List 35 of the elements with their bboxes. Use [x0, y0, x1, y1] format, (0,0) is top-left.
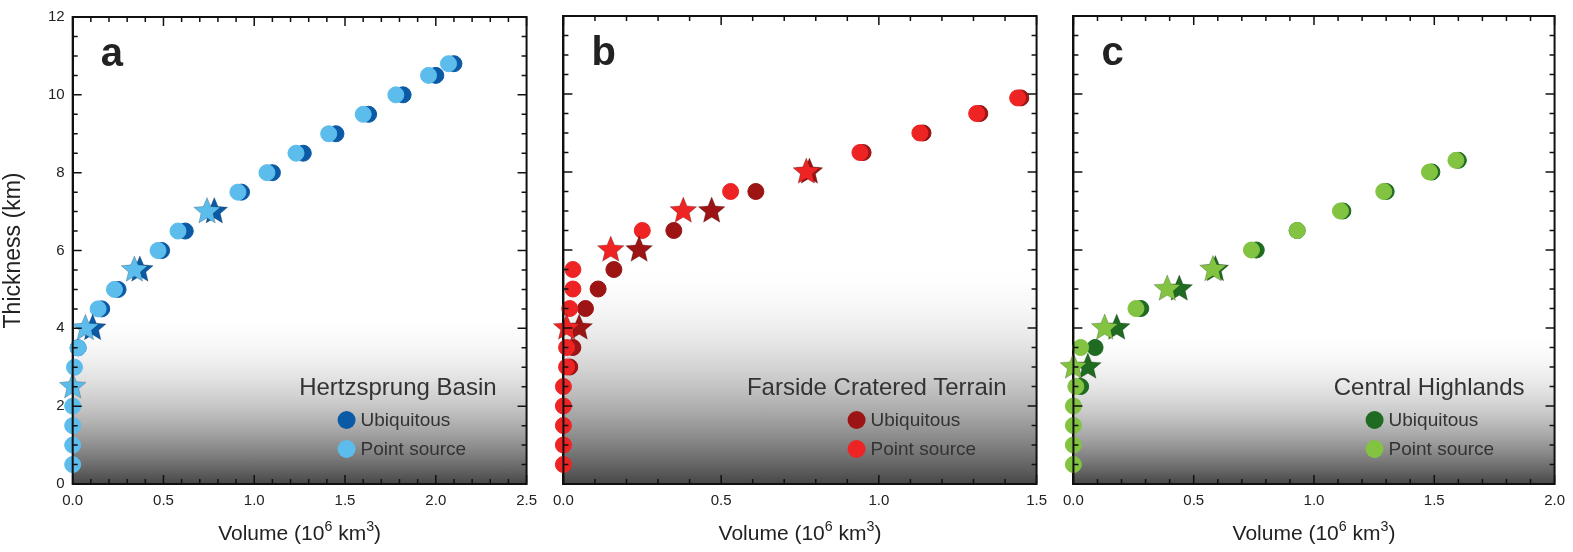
x-tick-label: 2.0 [425, 491, 447, 509]
x-tick-label: 1.0 [1303, 491, 1325, 509]
legend-label: Ubiquitous [360, 409, 451, 431]
x-tick-label: 1.5 [334, 491, 356, 509]
y-tick-label: 8 [56, 162, 65, 180]
legend-title: Central Highlands [1333, 372, 1525, 400]
x-tick-label: 0.0 [1063, 491, 1084, 509]
annotation: c [1101, 29, 1124, 74]
legend-label: Ubiquitous [870, 409, 961, 431]
x-tick-label: 0.0 [553, 491, 574, 509]
x-tick-label: 2.5 [516, 491, 537, 509]
y-tick-label: 0 [56, 474, 65, 492]
x-tick-label: 0.5 [1183, 491, 1205, 509]
x-tick-label: 2.0 [1544, 491, 1565, 509]
y-tick-label: 12 [48, 7, 65, 25]
x-tick-label: 1.5 [1423, 491, 1445, 509]
legend-label: Point source [360, 438, 467, 460]
y-tick-label: 4 [56, 318, 65, 336]
x-tick-label: 1.0 [868, 491, 890, 509]
annotation: b [591, 29, 616, 74]
x-tick-label: 0.5 [153, 491, 174, 509]
y-tick-label: 2 [56, 396, 65, 414]
x-tick-label: 0.5 [710, 491, 732, 509]
legend-label: Ubiquitous [1388, 409, 1479, 431]
y-axis-title: Thickness (km) [0, 172, 25, 329]
legend-label: Point source [1388, 438, 1495, 460]
y-tick-label: 6 [56, 240, 65, 258]
annotation: a [100, 30, 124, 75]
x-tick-label: 0.0 [62, 491, 84, 509]
y-tick-label: 10 [48, 84, 65, 102]
legend-label: Point source [870, 438, 977, 460]
x-tick-label: 1.0 [243, 491, 265, 509]
legend-title: Hertzsprung Basin [299, 372, 497, 400]
x-tick-label: 1.5 [1026, 491, 1047, 509]
legend-title: Farside Cratered Terrain [746, 372, 1007, 400]
